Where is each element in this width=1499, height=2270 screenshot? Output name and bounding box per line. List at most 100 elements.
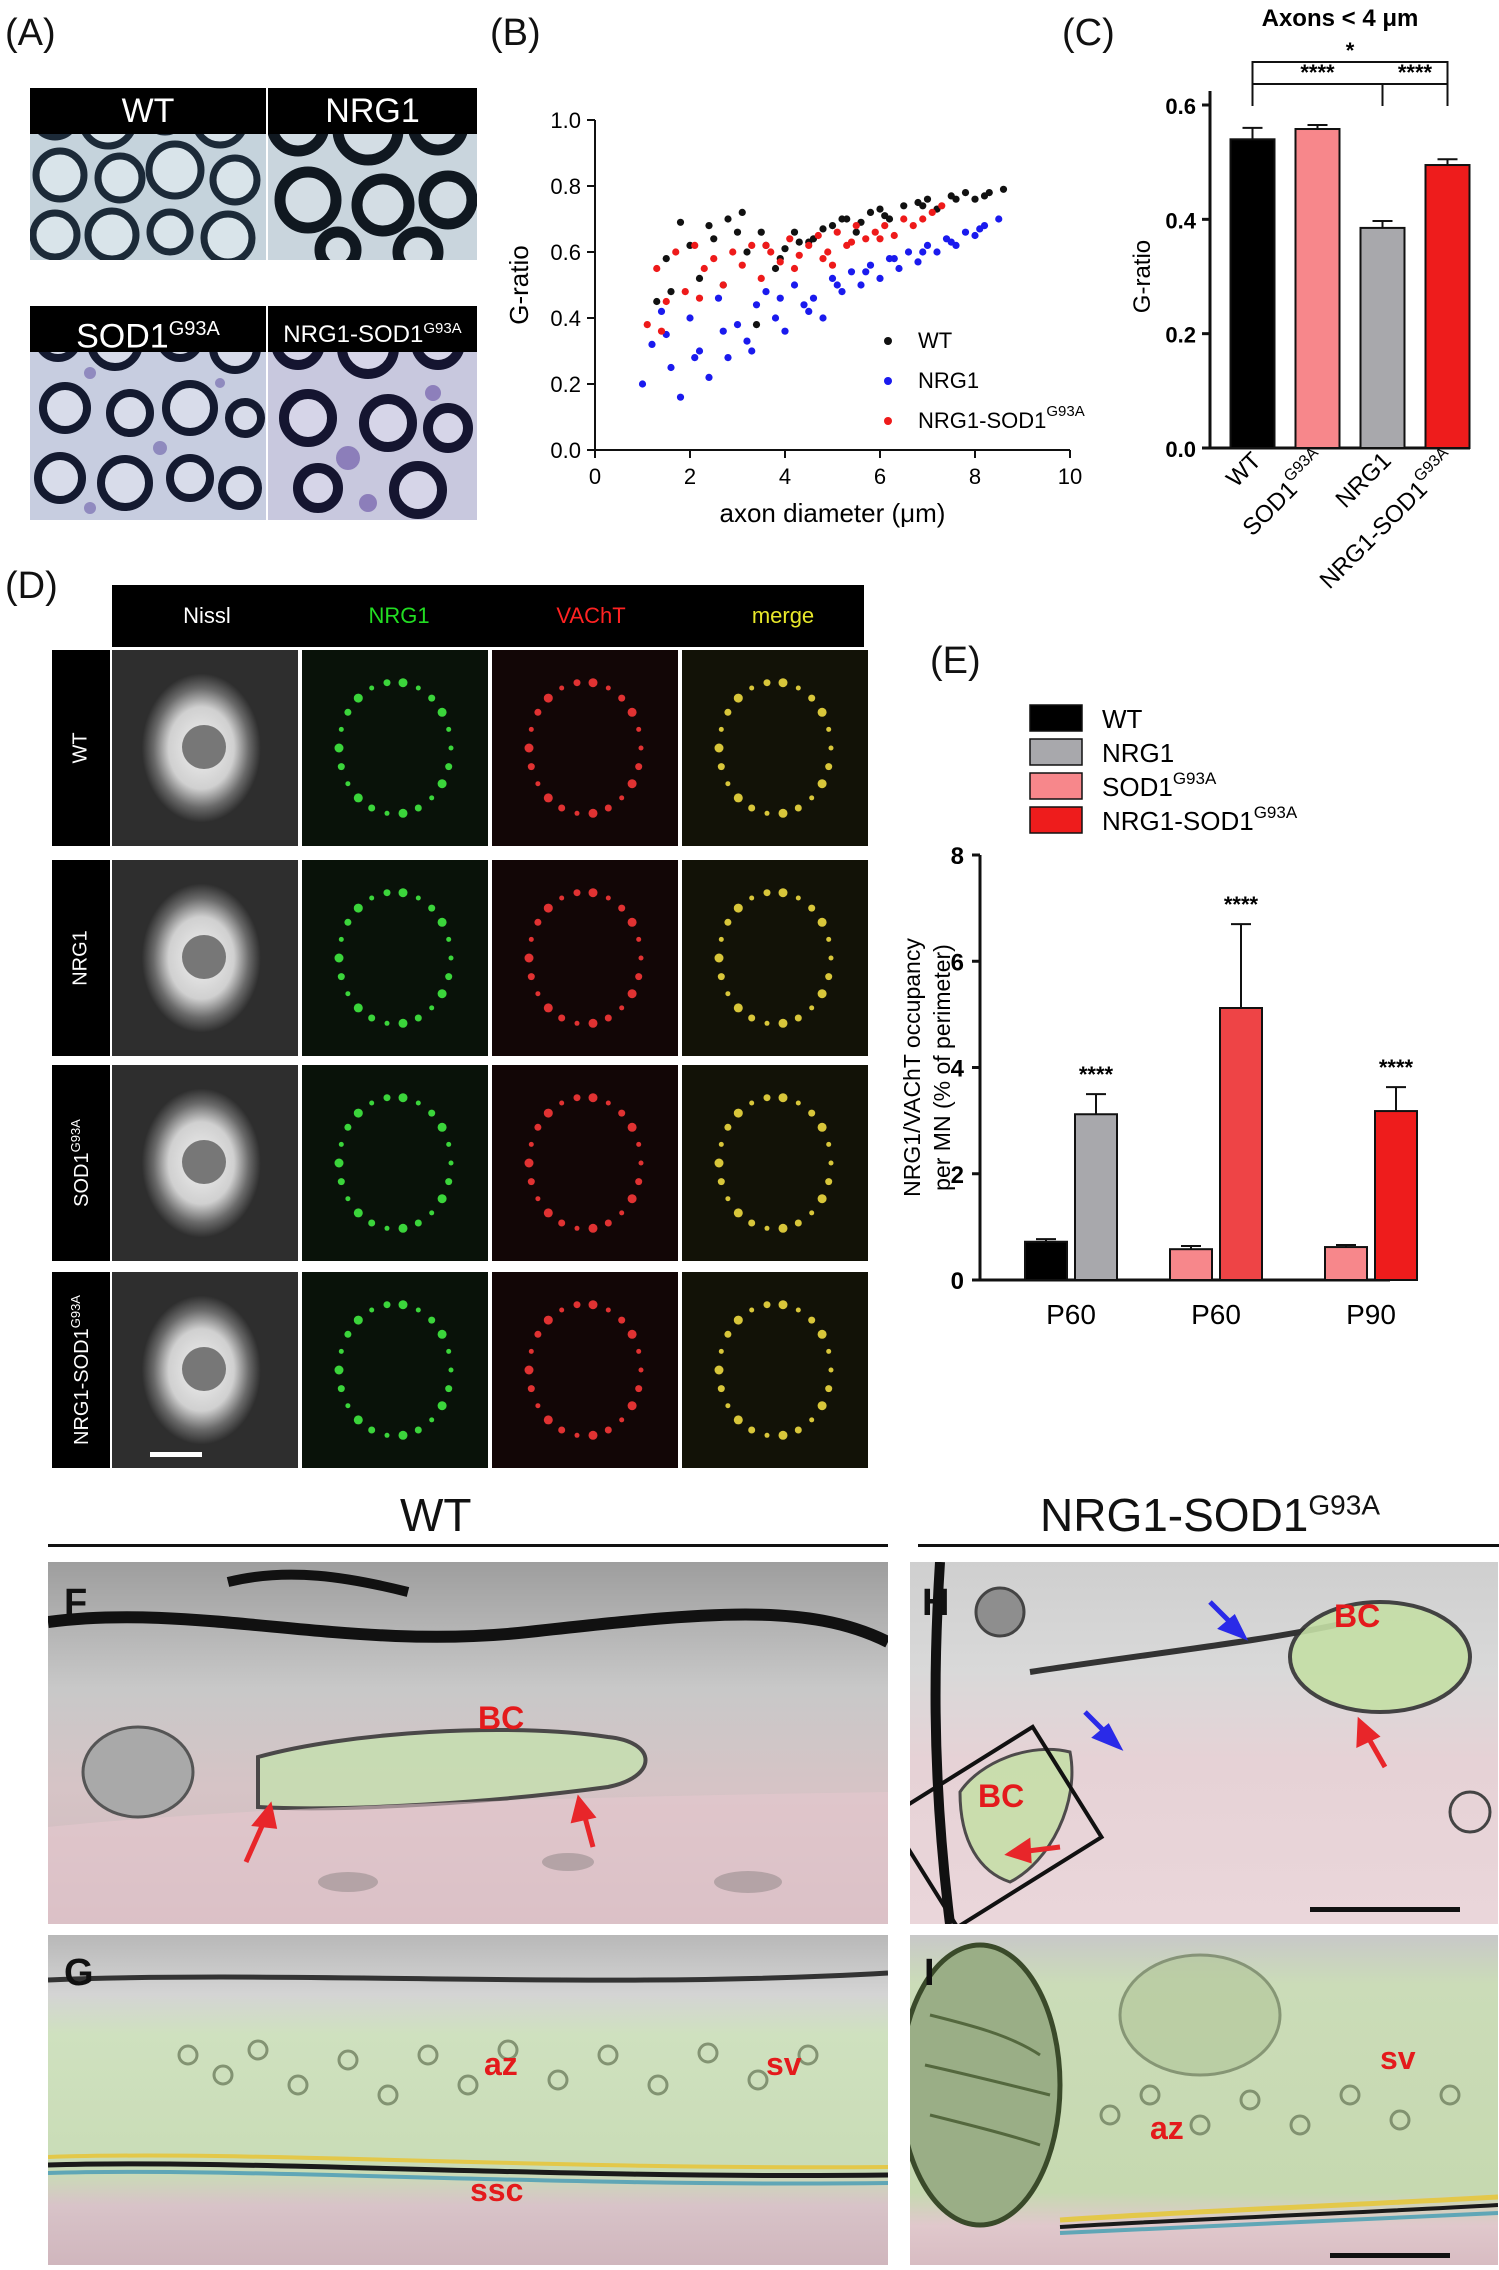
scatter-x-tick-label: 2 xyxy=(684,464,696,489)
ih-tile xyxy=(112,860,298,1056)
scatter-point xyxy=(667,363,675,372)
scatter-point xyxy=(672,248,680,256)
scatter-point xyxy=(919,248,927,256)
scatter-point xyxy=(909,222,917,230)
scatter-legend-marker xyxy=(884,377,892,385)
ih-tile xyxy=(302,860,488,1056)
scatter-point xyxy=(676,218,685,226)
scatter-point xyxy=(947,238,955,246)
scatter-point xyxy=(928,208,936,216)
ih-row-label: NRG1-SOD1G93A xyxy=(52,1272,110,1468)
scatter-point xyxy=(757,274,765,282)
bar-c-bar xyxy=(1294,128,1341,449)
scatter-point xyxy=(743,248,751,256)
scatter-point xyxy=(748,347,756,355)
scatter-point xyxy=(819,255,827,263)
scatter-point xyxy=(819,314,827,322)
scatter-point xyxy=(852,228,860,236)
bar-e-y-axis-title-line2: per MN (% of perimeter) xyxy=(929,944,955,1191)
scatter-point xyxy=(790,264,799,273)
scatter-point xyxy=(667,288,675,296)
scatter-point xyxy=(952,195,960,203)
bar-e-group-label: P60 xyxy=(1191,1299,1241,1330)
bar-c-bar xyxy=(1359,226,1406,449)
em-title-line-right xyxy=(918,1544,1499,1547)
scatter-x-tick-label: 4 xyxy=(779,464,791,489)
bar-c-bar xyxy=(1424,164,1471,449)
scatter-point xyxy=(695,294,704,302)
scatter-legend-label: NRG1-SOD1G93A xyxy=(918,403,1085,433)
scatter-point xyxy=(852,222,860,230)
bar-e-bar xyxy=(1024,1240,1068,1281)
scatter-y-tick-label: 0.0 xyxy=(550,438,581,463)
ih-column-label: NRG1 xyxy=(368,603,430,628)
ih-tile xyxy=(682,650,868,846)
scatter-point xyxy=(790,228,799,236)
scatter-point xyxy=(890,255,898,263)
ih-tile xyxy=(302,1272,488,1468)
bar-e-y-axis-title-line1: NRG1/VAChT occupancy xyxy=(899,938,925,1197)
scatter-point xyxy=(795,238,803,246)
scatter-point xyxy=(914,258,922,266)
scatter-point xyxy=(762,241,770,249)
scatter-point xyxy=(724,215,732,223)
ih-scale-bar xyxy=(150,1452,202,1457)
scatter-y-tick-label: 0.4 xyxy=(550,306,581,331)
scatter-point xyxy=(733,321,742,329)
ih-puncta xyxy=(524,678,644,818)
scatter-point xyxy=(771,314,780,322)
ih-tile xyxy=(492,1272,678,1468)
em-g-letter: G xyxy=(64,1952,94,1994)
scatter-y-axis-title: G-ratio xyxy=(504,245,534,324)
bar-c-significance-label: **** xyxy=(1300,60,1335,85)
ih-tile xyxy=(492,1065,678,1261)
scatter-point xyxy=(971,195,979,203)
scatter-y-tick-label: 0.2 xyxy=(550,372,581,397)
em-panel-g xyxy=(48,1935,888,2265)
scatter-point xyxy=(776,258,784,266)
scatter-point xyxy=(876,235,884,243)
em-i-letter: I xyxy=(924,1952,935,1994)
bar-e-bar xyxy=(1074,1113,1118,1281)
scatter-point xyxy=(752,301,761,309)
bar-e-group-label: P90 xyxy=(1346,1299,1396,1330)
scatter-point xyxy=(719,327,727,335)
bar-c-significance-bracket xyxy=(1251,83,1384,106)
scatter-point xyxy=(881,222,889,230)
panel-c-letter: (C) xyxy=(1062,12,1115,54)
em-panel-f xyxy=(48,1562,888,1924)
ih-row-label: NRG1 xyxy=(52,860,110,1056)
em-i-az-label: az xyxy=(1150,2110,1184,2146)
ih-column-label: Nissl xyxy=(183,603,231,628)
scatter-point xyxy=(738,208,746,216)
scatter-point xyxy=(871,228,879,236)
scatter-point xyxy=(691,354,699,362)
bar-c-significance-label: **** xyxy=(1398,60,1433,85)
scatter-point xyxy=(800,301,808,309)
histology-sod1-label: SOD1G93A xyxy=(30,306,266,355)
bar-e-legend-swatch xyxy=(1029,806,1083,834)
ih-tile xyxy=(112,1272,298,1468)
scatter-point xyxy=(971,231,979,240)
scatter-point xyxy=(767,248,775,256)
bar-e-legend-swatch xyxy=(1029,772,1083,800)
scatter-point xyxy=(833,228,841,236)
em-h-structures xyxy=(910,1562,1492,1924)
scatter-point xyxy=(771,264,780,273)
scatter-point xyxy=(923,241,932,249)
ih-column-label: VAChT xyxy=(556,603,626,628)
scatter-point xyxy=(938,202,946,210)
scatter-point xyxy=(895,264,903,273)
scatter-point xyxy=(824,248,832,256)
bar-e-significance-label: **** xyxy=(1224,892,1259,917)
bar-e-bar xyxy=(1219,1007,1263,1281)
bar-e-y-tick-label: 6 xyxy=(951,949,964,976)
bar-e-y-tick-label: 2 xyxy=(951,1162,964,1189)
panel-a-letter: (A) xyxy=(5,12,56,54)
bar-e-group-label: P60 xyxy=(1046,1299,1096,1330)
ih-puncta xyxy=(714,1093,834,1233)
scatter-point xyxy=(876,274,884,282)
scatter-point xyxy=(700,264,708,273)
scatter-point xyxy=(653,264,661,273)
bar-e-legend-swatch xyxy=(1029,704,1083,732)
